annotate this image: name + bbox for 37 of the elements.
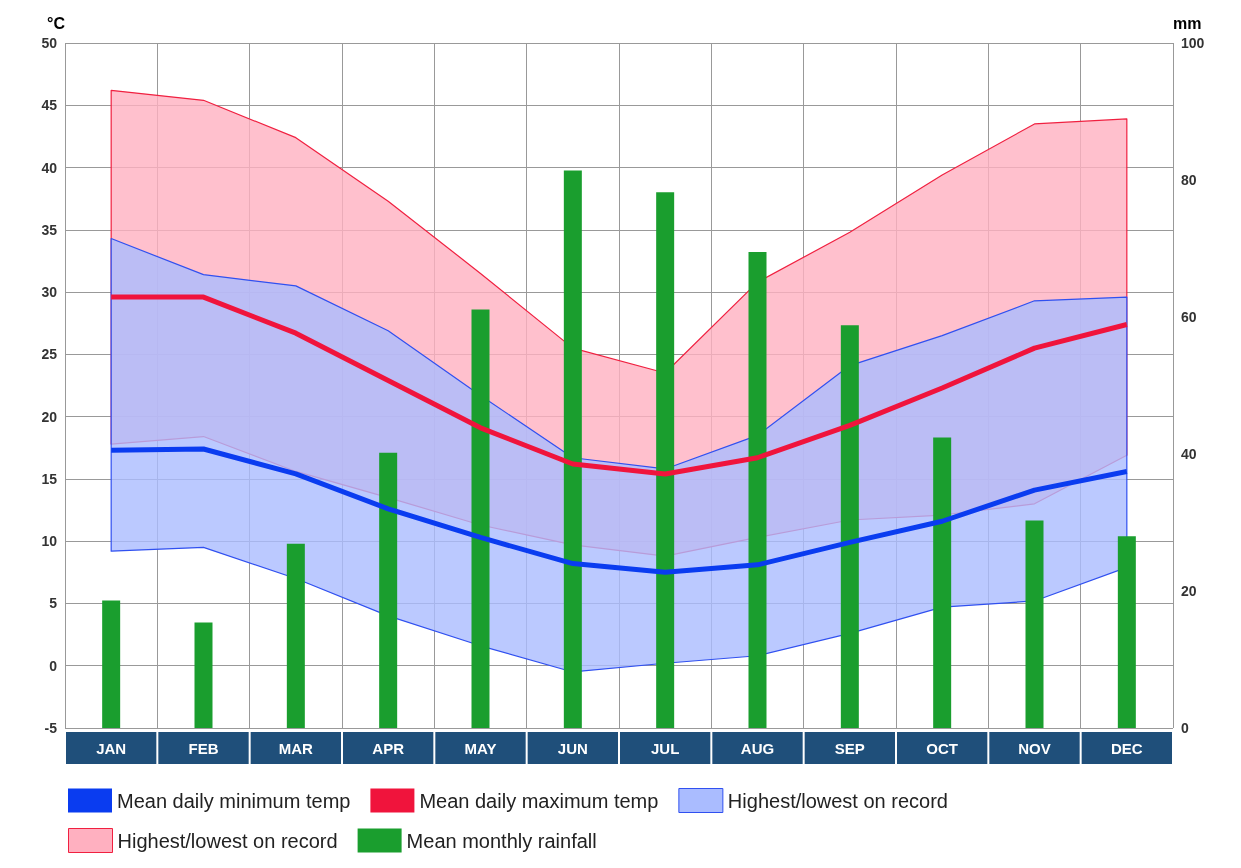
y-tick-label: 45 [41, 97, 58, 114]
y-tick-label: -5 [44, 720, 58, 736]
y-tick-label: 5 [49, 595, 58, 612]
y2-tick-label: 100 [1181, 35, 1205, 51]
x-tick-label: AUG [740, 739, 775, 757]
y-tick-label: 20 [41, 408, 58, 425]
y2-tick-label: 0 [1181, 720, 1189, 736]
y-tick-label: 0 [49, 657, 58, 674]
x-tick-label: OCT [926, 739, 958, 757]
legend-label: Mean daily maximum temp [419, 789, 659, 812]
legend-label: Highest/lowest on record [117, 829, 338, 852]
y-tick-label: 15 [41, 470, 58, 487]
x-tick-label: NOV [1018, 739, 1051, 757]
y2-tick-label: 40 [1181, 446, 1197, 462]
y-tick-label: 30 [41, 284, 58, 301]
x-tick-label: DEC [1111, 739, 1143, 757]
y-tick-label: 35 [41, 221, 58, 238]
y-tick-label: 50 [41, 35, 58, 51]
y-tick-label: 25 [41, 346, 58, 363]
y2-axis-title: mm [1173, 14, 1202, 32]
y-tick-label: 10 [41, 533, 58, 550]
y-axis-title: °C [47, 14, 66, 32]
x-tick-label: JUN [557, 739, 588, 757]
x-tick-label: MAR [278, 739, 314, 757]
legend-label: Mean monthly rainfall [406, 829, 597, 852]
legend-label: Highest/lowest on record [727, 789, 948, 812]
y2-tick-label: 20 [1181, 583, 1197, 599]
x-tick-label: SEP [834, 739, 865, 757]
x-tick-label: FEB [188, 739, 219, 757]
y-tick-label: 40 [41, 159, 58, 176]
y2-tick-label: 60 [1181, 309, 1197, 325]
y2-tick-label: 80 [1181, 172, 1197, 188]
legend-label: Mean daily minimum temp [117, 789, 351, 812]
x-tick-label: APR [372, 739, 405, 757]
x-tick-label: JAN [96, 739, 127, 757]
x-tick-label: MAY [464, 739, 497, 757]
x-tick-label: JUL [650, 739, 680, 757]
